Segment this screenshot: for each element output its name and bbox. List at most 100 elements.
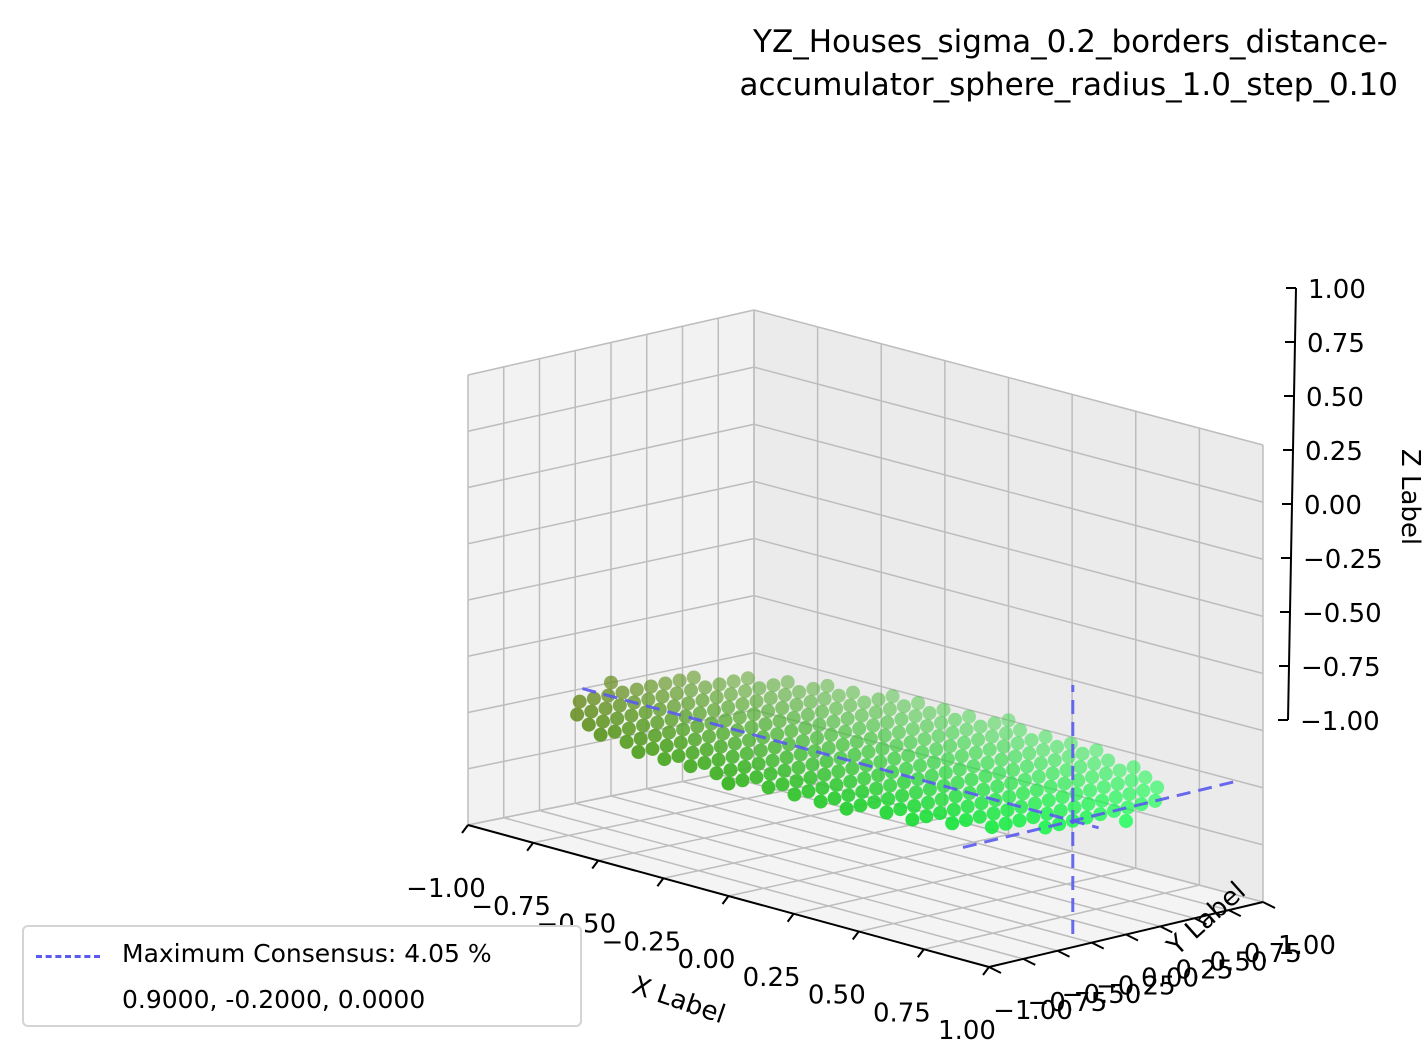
consensus-lines (582, 685, 1238, 935)
data-point (664, 712, 679, 727)
data-point (801, 784, 816, 799)
grid-line (718, 773, 1229, 911)
data-point (784, 724, 799, 739)
data-point (669, 686, 684, 701)
data-point (1085, 770, 1100, 785)
data-point (982, 742, 997, 757)
legend-swatch-dashed-line (36, 955, 100, 958)
data-point (861, 744, 876, 759)
data-point (633, 731, 648, 746)
data-point (1063, 736, 1078, 751)
data-point (1083, 783, 1098, 798)
data-point (604, 675, 618, 690)
data-point (662, 725, 676, 740)
data-point (1101, 753, 1116, 768)
data-point (1079, 810, 1094, 825)
data-point (968, 745, 983, 760)
z-tick-label: 0.00 (1304, 491, 1362, 521)
data-point (777, 763, 792, 778)
x-tick-mark (721, 895, 730, 905)
data-point (826, 714, 841, 729)
data-point (887, 751, 902, 766)
data-point (960, 799, 975, 814)
data-point (922, 706, 937, 720)
z-tick-label: −0.25 (1303, 545, 1383, 575)
z-tick-label: −0.50 (1302, 599, 1382, 629)
data-point (812, 717, 827, 732)
data-point (857, 771, 872, 786)
data-point (840, 711, 855, 726)
data-point (1110, 776, 1125, 791)
data-point (881, 792, 896, 806)
data-point (954, 749, 969, 764)
data-point (1150, 780, 1165, 795)
data-point (749, 694, 764, 709)
data-point (813, 794, 828, 809)
data-point (803, 770, 818, 785)
data-point (938, 765, 953, 780)
data-point (746, 707, 761, 722)
axis-lines (461, 287, 1297, 976)
data-point (624, 708, 639, 723)
data-point (879, 805, 894, 820)
data-point (709, 690, 724, 705)
data-point (1016, 786, 1030, 801)
data-point (638, 705, 653, 720)
data-point (697, 756, 712, 770)
data-point (1033, 756, 1048, 771)
data-point (990, 779, 1005, 794)
data-point (753, 743, 768, 758)
data-point (1028, 796, 1042, 811)
data-point (962, 709, 976, 724)
data-point (910, 772, 925, 787)
data-point (945, 725, 960, 740)
grid-line (923, 884, 1200, 950)
data-point (698, 680, 713, 695)
data-point (607, 724, 622, 739)
data-point (777, 688, 792, 702)
data-point (763, 767, 778, 781)
data-point (681, 696, 696, 711)
grid-line (793, 850, 1073, 915)
y-tick-label: −0.25 (1096, 972, 1176, 1002)
grid-line (467, 309, 755, 376)
data-point (718, 713, 733, 728)
data-point (1120, 800, 1135, 815)
data-point (1124, 773, 1139, 788)
data-point (723, 687, 738, 702)
data-point (1022, 746, 1037, 761)
data-point (711, 752, 726, 767)
data-point (793, 747, 808, 762)
x-tick-label: 1.00 (938, 1016, 996, 1046)
grid-line (682, 780, 1195, 919)
data-point (707, 703, 721, 718)
legend: Maximum Consensus: 4.05 % 0.9000, -0.200… (22, 925, 582, 1027)
legend-note: 0.9000, -0.2000, 0.0000 (122, 985, 426, 1014)
data-point (971, 732, 986, 747)
data-point (899, 761, 914, 776)
y-tick-mark (1057, 949, 1070, 958)
data-point (883, 778, 898, 793)
data-point (821, 741, 836, 756)
data-point (869, 781, 884, 796)
data-point (919, 719, 934, 734)
data-point (727, 736, 742, 751)
x-tick-mark (786, 913, 795, 923)
data-point (1148, 793, 1163, 808)
data-point (709, 766, 724, 781)
data-point (641, 692, 656, 707)
data-point (901, 748, 916, 763)
z-tick-label: 0.75 (1307, 329, 1365, 359)
data-point (903, 735, 918, 750)
data-point (672, 673, 687, 688)
consensus-line-y (962, 779, 1238, 849)
data-point (1098, 766, 1113, 781)
data-point (907, 799, 922, 813)
grid-line (467, 423, 755, 489)
data-point (712, 677, 727, 692)
data-point (964, 772, 979, 787)
data-point (1089, 743, 1104, 758)
data-point (877, 728, 892, 743)
data-point (786, 711, 801, 725)
